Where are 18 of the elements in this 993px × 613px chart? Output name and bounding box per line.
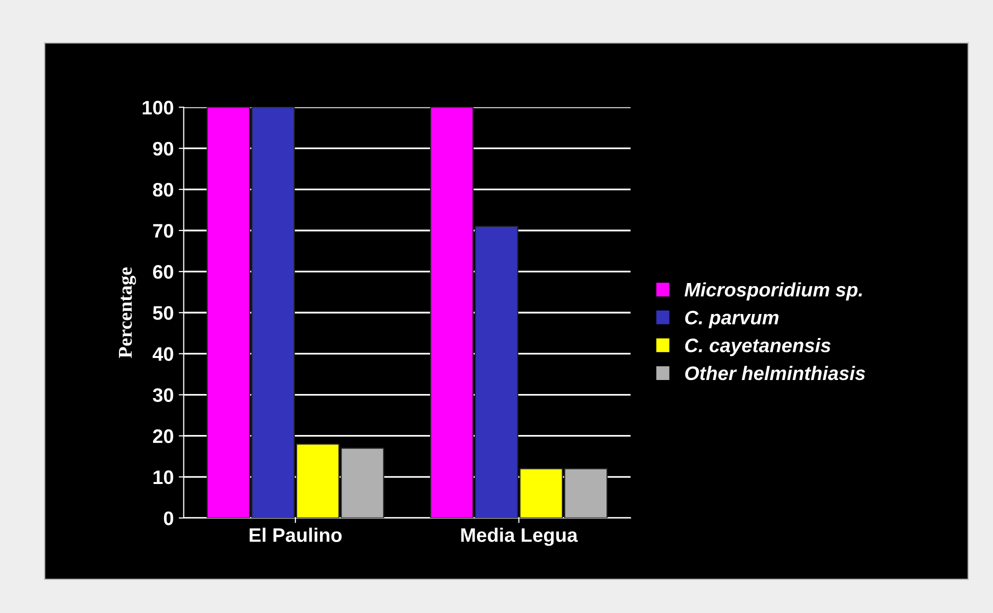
- y-axis-title: Percentage: [118, 267, 136, 358]
- y-tick-label: 90: [153, 142, 174, 156]
- y-tick-label: 100: [142, 100, 174, 115]
- y-tick-label: 50: [152, 306, 174, 320]
- y-tick-label: 30: [152, 388, 174, 402]
- y-tick-label: 70: [153, 224, 174, 238]
- legend-label: C. parvum: [685, 310, 778, 328]
- y-tick-label: 10: [154, 470, 174, 484]
- y-tick-label: 20: [153, 429, 174, 444]
- x-tick-label: Media Legua: [461, 528, 578, 546]
- y-tick-label: 60: [153, 265, 174, 279]
- x-tick-label: El Paulino: [250, 528, 342, 542]
- legend-label: Microsporidium sp.: [684, 282, 862, 300]
- y-tick-label: 40: [152, 347, 174, 361]
- y-tick-label: 0: [164, 511, 174, 526]
- legend-label: Other helminthiasis: [685, 366, 866, 380]
- legend-label: C. cayetanensis: [685, 338, 831, 356]
- y-tick-label: 80: [152, 182, 174, 197]
